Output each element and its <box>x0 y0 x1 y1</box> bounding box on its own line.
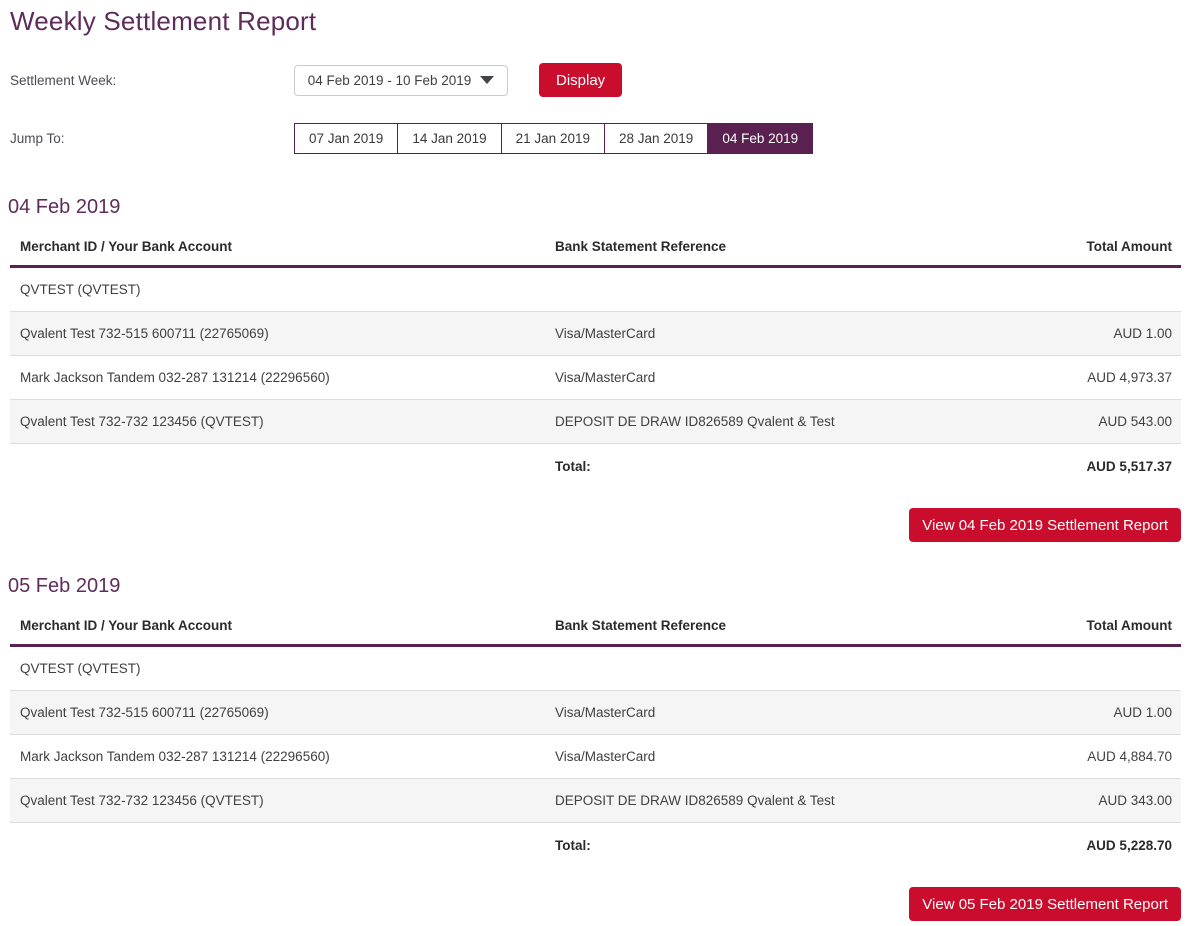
total-amount: AUD 5,228.70 <box>1086 837 1172 853</box>
cell-reference: DEPOSIT DE DRAW ID826589 Qvalent & Test <box>555 414 835 429</box>
settlement-week-row: Settlement Week: 04 Feb 2019 - 10 Feb 20… <box>10 63 1181 97</box>
table-header-row: Merchant ID / Your Bank Account Bank Sta… <box>10 618 1181 647</box>
page-title: Weekly Settlement Report <box>10 6 317 36</box>
table-row: Mark Jackson Tandem 032-287 131214 (2229… <box>10 735 1181 779</box>
cell-merchant: Qvalent Test 732-515 600711 (22765069) <box>20 705 269 720</box>
chevron-down-icon <box>480 76 495 84</box>
table-row: Qvalent Test 732-515 600711 (22765069) V… <box>10 691 1181 735</box>
view-settlement-report-button[interactable]: View 04 Feb 2019 Settlement Report <box>909 508 1181 542</box>
cell-amount: AUD 1.00 <box>1113 705 1172 720</box>
section-heading: 04 Feb 2019 <box>8 196 121 218</box>
jump-to-tab[interactable]: 28 Jan 2019 <box>603 123 709 154</box>
settlement-sections: 04 Feb 2019 Merchant ID / Your Bank Acco… <box>8 196 1181 921</box>
cell-merchant: Mark Jackson Tandem 032-287 131214 (2229… <box>20 749 330 764</box>
table-row: Qvalent Test 732-732 123456 (QVTEST) DEP… <box>10 779 1181 823</box>
column-header-amount: Total Amount <box>1086 618 1172 633</box>
settlement-week-select[interactable]: 04 Feb 2019 - 10 Feb 2019 <box>294 64 508 96</box>
settlement-day-section: 04 Feb 2019 Merchant ID / Your Bank Acco… <box>8 196 1181 542</box>
column-header-reference: Bank Statement Reference <box>555 239 727 254</box>
jump-to-row: Jump To: 07 Jan 2019 14 Jan 2019 21 Jan 20… <box>10 123 1181 154</box>
column-header-reference: Bank Statement Reference <box>555 618 727 633</box>
cell-reference: Visa/MasterCard <box>555 370 656 385</box>
jump-to-tab[interactable]: 07 Jan 2019 <box>294 123 399 154</box>
cell-amount: AUD 343.00 <box>1098 793 1172 808</box>
cell-amount: AUD 4,973.37 <box>1087 370 1172 385</box>
settlement-week-value: 04 Feb 2019 - 10 Feb 2019 <box>307 72 472 88</box>
total-label: Total: <box>555 837 591 853</box>
table-row: Qvalent Test 732-515 600711 (22765069) V… <box>10 312 1181 356</box>
cell-amount: AUD 1.00 <box>1113 326 1172 341</box>
cell-merchant: Qvalent Test 732-732 123456 (QVTEST) <box>20 793 264 808</box>
table-row: Qvalent Test 732-732 123456 (QVTEST) DEP… <box>10 400 1181 444</box>
table-row: Mark Jackson Tandem 032-287 131214 (2229… <box>10 356 1181 400</box>
total-row: Total: AUD 5,228.70 <box>10 823 1181 867</box>
settlement-table: Merchant ID / Your Bank Account Bank Sta… <box>10 618 1181 867</box>
section-heading: 05 Feb 2019 <box>8 575 121 597</box>
table-row: QVTEST (QVTEST) <box>10 268 1181 312</box>
table-body: QVTEST (QVTEST) Qvalent Test 732-515 600… <box>10 268 1181 444</box>
jump-to-tab[interactable]: 04 Feb 2019 <box>707 123 814 154</box>
column-header-merchant: Merchant ID / Your Bank Account <box>20 239 233 254</box>
jump-to-tab[interactable]: 14 Jan 2019 <box>397 123 502 154</box>
view-report-button-row: View 05 Feb 2019 Settlement Report <box>10 887 1181 921</box>
cell-merchant: Qvalent Test 732-732 123456 (QVTEST) <box>20 414 264 429</box>
cell-reference: DEPOSIT DE DRAW ID826589 Qvalent & Test <box>555 793 835 808</box>
table-header-row: Merchant ID / Your Bank Account Bank Sta… <box>10 239 1181 268</box>
jump-to-tabs: 07 Jan 2019 14 Jan 2019 21 Jan 2019 28 Jan … <box>294 123 814 154</box>
jump-to-label: Jump To: <box>10 131 65 146</box>
view-report-button-row: View 04 Feb 2019 Settlement Report <box>10 508 1181 542</box>
cell-reference: Visa/MasterCard <box>555 749 656 764</box>
cell-reference: Visa/MasterCard <box>555 705 656 720</box>
jump-to-tab[interactable]: 21 Jan 2019 <box>500 123 605 154</box>
display-button[interactable]: Display <box>539 63 623 97</box>
settlement-week-label: Settlement Week: <box>10 72 117 88</box>
table-body: QVTEST (QVTEST) Qvalent Test 732-515 600… <box>10 647 1181 823</box>
settlement-table: Merchant ID / Your Bank Account Bank Sta… <box>10 239 1181 488</box>
cell-merchant: QVTEST (QVTEST) <box>20 661 141 676</box>
cell-merchant: Qvalent Test 732-515 600711 (22765069) <box>20 326 269 341</box>
total-row: Total: AUD 5,517.37 <box>10 444 1181 488</box>
column-header-merchant: Merchant ID / Your Bank Account <box>20 618 233 633</box>
total-amount: AUD 5,517.37 <box>1086 458 1172 474</box>
settlement-day-section: 05 Feb 2019 Merchant ID / Your Bank Acco… <box>8 575 1181 921</box>
column-header-amount: Total Amount <box>1086 239 1172 254</box>
cell-amount: AUD 4,884.70 <box>1087 749 1172 764</box>
cell-merchant: QVTEST (QVTEST) <box>20 282 141 297</box>
cell-merchant: Mark Jackson Tandem 032-287 131214 (2229… <box>20 370 330 385</box>
cell-amount: AUD 543.00 <box>1098 414 1172 429</box>
total-label: Total: <box>555 458 591 474</box>
view-settlement-report-button[interactable]: View 05 Feb 2019 Settlement Report <box>909 887 1181 921</box>
cell-reference: Visa/MasterCard <box>555 326 656 341</box>
table-row: QVTEST (QVTEST) <box>10 647 1181 691</box>
